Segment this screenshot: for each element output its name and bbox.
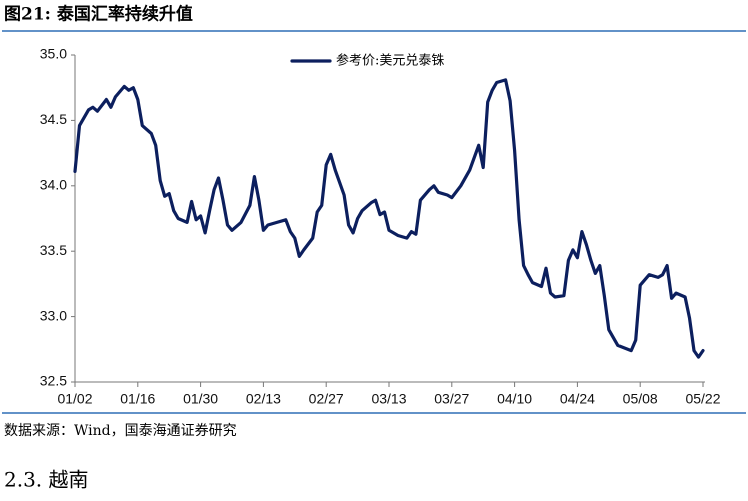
x-tick-label: 01/02 bbox=[57, 391, 92, 407]
section-heading: 2.3. 越南 bbox=[4, 468, 89, 492]
x-tick-label: 05/08 bbox=[623, 391, 658, 407]
x-tick-label: 01/30 bbox=[183, 391, 218, 407]
x-tick-label: 01/16 bbox=[120, 391, 155, 407]
chart-title: 图21: 泰国汇率持续升值 bbox=[4, 4, 193, 25]
x-tick-label: 03/13 bbox=[371, 391, 406, 407]
x-tick-label: 03/27 bbox=[434, 391, 469, 407]
y-tick-label: 35.0 bbox=[40, 46, 67, 62]
y-tick-label: 32.5 bbox=[40, 373, 67, 389]
y-tick-label: 34.0 bbox=[40, 177, 67, 193]
y-tick-label: 33.5 bbox=[40, 242, 67, 258]
x-tick-label: 04/24 bbox=[560, 391, 595, 407]
x-tick-label: 04/10 bbox=[497, 391, 532, 407]
x-tick-label: 02/27 bbox=[309, 391, 344, 407]
x-tick-label: 02/13 bbox=[246, 391, 281, 407]
x-tick-label: 05/22 bbox=[685, 391, 720, 407]
legend-label: 参考价:美元兑泰铢 bbox=[336, 53, 444, 69]
y-tick-label: 33.0 bbox=[40, 307, 67, 323]
line-series bbox=[73, 78, 705, 359]
source-note: 数据来源：Wind，国泰海通证券研究 bbox=[4, 423, 237, 439]
y-tick-label: 34.5 bbox=[40, 111, 67, 127]
